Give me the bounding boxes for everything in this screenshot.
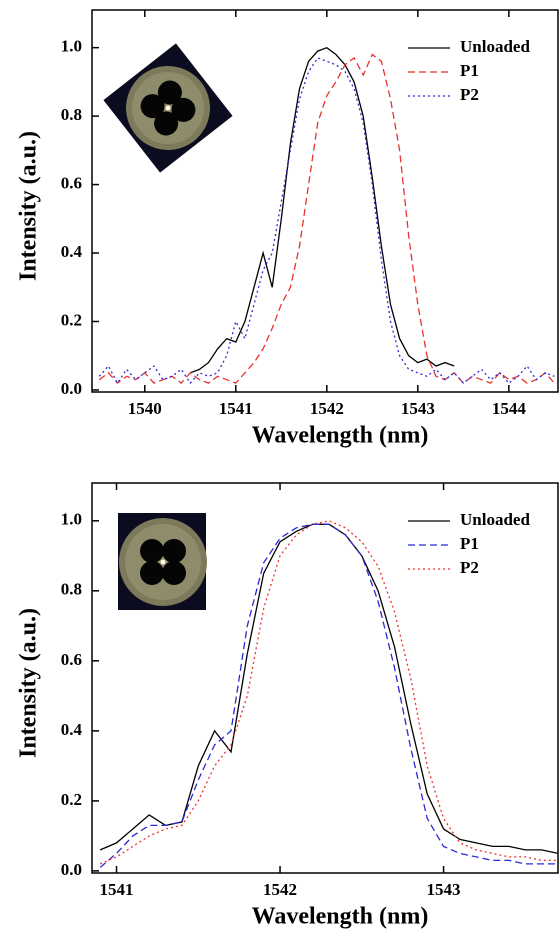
legend-label: P2 — [460, 85, 479, 104]
y-tick-label: 0.6 — [61, 173, 82, 192]
legend-label: Unloaded — [460, 510, 530, 529]
y-tick-label: 0.0 — [61, 860, 82, 879]
y-tick-label: 0.2 — [61, 790, 82, 809]
legend-label: P2 — [460, 558, 479, 577]
x-tick-label: 1541 — [219, 399, 253, 418]
x-tick-label: 1542 — [310, 399, 344, 418]
y-tick-label: 0.0 — [61, 379, 82, 398]
x-tick-label: 1544 — [492, 399, 527, 418]
x-tick-label: 1543 — [427, 880, 461, 899]
x-tick-label: 1540 — [128, 399, 162, 418]
x-axis-label: Wavelength (nm) — [252, 904, 429, 930]
y-tick-label: 1.0 — [61, 37, 82, 56]
y-tick-label: 1.0 — [61, 510, 82, 529]
y-tick-label: 0.2 — [61, 310, 82, 329]
x-tick-label: 1543 — [401, 399, 435, 418]
y-tick-label: 0.4 — [61, 242, 83, 261]
y-tick-label: 0.6 — [61, 650, 82, 669]
y-axis-label: Intensity (a.u.) — [16, 608, 42, 758]
plot-frame — [91, 482, 559, 874]
y-tick-label: 0.4 — [61, 720, 83, 739]
legend-label: P1 — [460, 534, 479, 553]
x-tick-label: 1541 — [100, 880, 134, 899]
y-axis-label: Intensity (a.u.) — [16, 131, 42, 281]
series-line — [98, 53, 555, 384]
series-line — [99, 520, 558, 865]
series-line — [99, 523, 558, 868]
inset-photo — [103, 43, 233, 173]
series-line — [190, 46, 455, 374]
legend-label: P1 — [460, 61, 479, 80]
y-tick-label: 0.8 — [61, 105, 82, 124]
plot-frame — [91, 9, 559, 393]
x-tick-label: 1542 — [263, 880, 297, 899]
y-tick-label: 0.8 — [61, 580, 82, 599]
inset-photo — [118, 513, 207, 610]
series-line — [98, 57, 555, 385]
x-axis-label: Wavelength (nm) — [252, 423, 429, 449]
legend-label: Unloaded — [460, 37, 530, 56]
